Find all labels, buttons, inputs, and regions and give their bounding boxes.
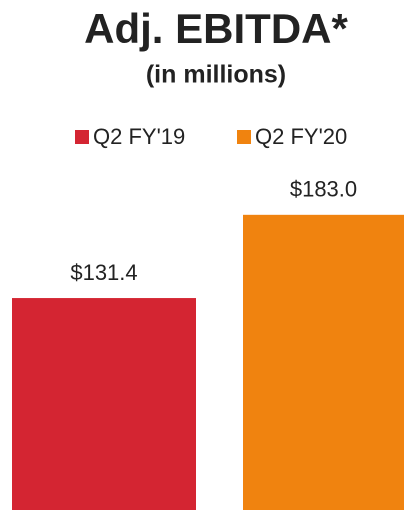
chart-subtitle: (in millions) — [146, 61, 286, 89]
legend-swatch — [237, 130, 251, 144]
legend-label: Q2 FY'20 — [255, 124, 347, 149]
bar — [243, 214, 404, 511]
value-label: $183.0 — [290, 177, 357, 202]
legend-swatch — [75, 130, 89, 144]
bar — [12, 298, 196, 510]
chart-title: Adj. EBITDA* — [84, 5, 348, 52]
legend-label: Q2 FY'19 — [93, 124, 185, 149]
value-label: $131.4 — [70, 260, 137, 285]
